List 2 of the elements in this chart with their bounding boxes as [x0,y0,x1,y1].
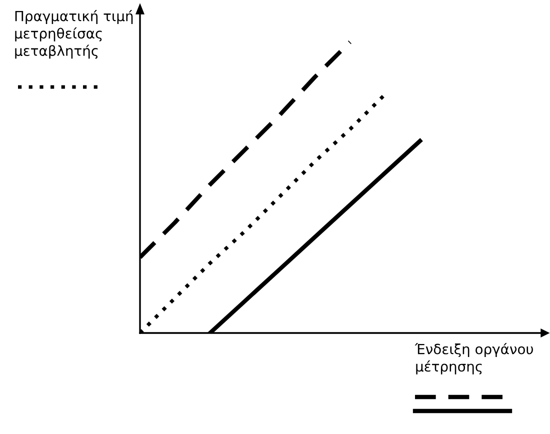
y-axis-title: Πραγματική τιμή μετρηθείσας μεταβλητής [15,10,133,59]
x-axis-title: Ένδειξη οργάνου μέτρησης [414,343,533,374]
